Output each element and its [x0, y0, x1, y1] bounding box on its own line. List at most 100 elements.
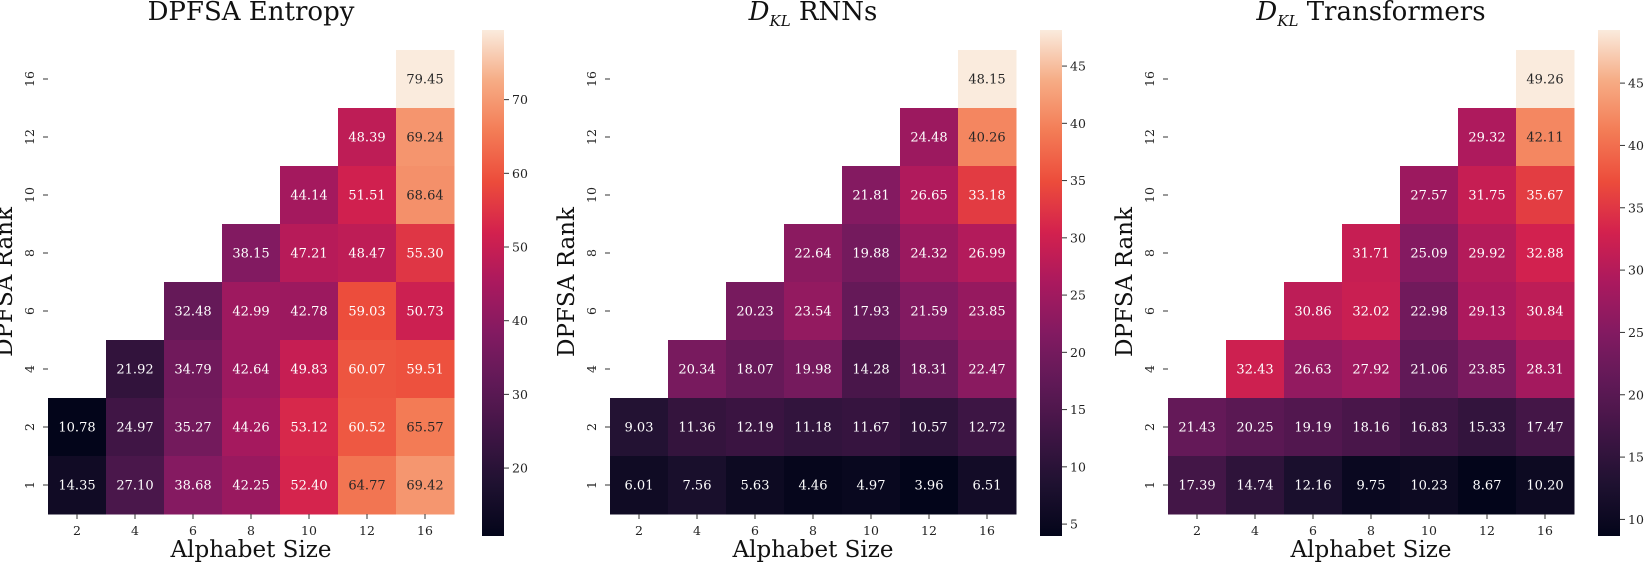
y-tick-label: 4	[1142, 365, 1157, 373]
cell-label: 10.20	[1526, 479, 1563, 494]
y-tick-label: 2	[584, 423, 599, 431]
heatmap-cell	[1284, 282, 1343, 341]
heatmap-cell	[396, 224, 455, 283]
heatmap-cell	[1284, 456, 1343, 515]
cell-label: 47.21	[290, 247, 327, 262]
colorbar-tick-label: 10	[1628, 512, 1644, 527]
cell-label: 32.02	[1352, 305, 1389, 320]
colorbar-tick-label: 30	[1070, 230, 1086, 245]
cell-label: 25.09	[1410, 247, 1447, 262]
heatmap-cell	[958, 340, 1017, 399]
title-subscript: KL	[769, 12, 791, 30]
cell-label: 60.52	[348, 421, 385, 436]
heatmap-cell	[280, 340, 339, 399]
heatmap-cell	[1516, 108, 1575, 167]
x-tick-label: 4	[1251, 523, 1259, 538]
cell-label: 21.06	[1410, 363, 1447, 378]
heatmap-cell	[668, 340, 727, 399]
heatmap-cell	[842, 398, 901, 457]
heatmap-cell	[900, 166, 959, 225]
cell-label: 6.51	[973, 479, 1002, 494]
y-tick-label: 1	[1142, 481, 1157, 489]
x-axis-label: Alphabet Size	[1290, 537, 1452, 563]
cell-label: 19.88	[852, 247, 889, 262]
y-tick-label: 12	[22, 129, 37, 145]
cell-label: 23.85	[1468, 363, 1505, 378]
heatmap-cell	[1516, 50, 1575, 109]
cell-label: 31.71	[1352, 247, 1389, 262]
cell-label: 35.27	[174, 421, 211, 436]
heatmap-panel-dpfsa-entropy: 79.45 48.39 69.24 44.14 51.51 68.64 38.15 47.21…	[0, 0, 528, 563]
x-axis-label: Alphabet Size	[732, 537, 894, 563]
x-tick-label: 16	[1537, 523, 1553, 538]
heatmap-cell	[280, 224, 339, 283]
cell-label: 44.26	[232, 421, 269, 436]
heatmap-cell	[1400, 166, 1459, 225]
y-tick-label: 1	[22, 481, 37, 489]
colorbar-tick-label: 25	[1628, 325, 1644, 340]
cell-label: 17.47	[1526, 421, 1563, 436]
colorbar-tick-label: 30	[512, 387, 528, 402]
heatmap-cell	[280, 456, 339, 515]
cell-label: 12.16	[1294, 479, 1331, 494]
heatmap-cell	[48, 456, 107, 515]
cell-label: 24.32	[910, 247, 947, 262]
cell-label: 27.57	[1410, 189, 1447, 204]
heatmap-cell	[1400, 340, 1459, 399]
x-tick-label: 8	[1367, 523, 1375, 538]
cell-label: 35.67	[1526, 189, 1563, 204]
heatmap-cell	[48, 398, 107, 457]
y-axis-label: DPFSA Rank	[554, 206, 580, 357]
heatmap-cell	[222, 282, 281, 341]
y-tick-label: 12	[584, 129, 599, 145]
cell-label: 60.07	[348, 363, 385, 378]
x-tick-label: 8	[247, 523, 255, 538]
x-tick-label: 2	[1193, 523, 1201, 538]
cell-label: 9.03	[625, 421, 654, 436]
x-tick-label: 6	[189, 523, 197, 538]
heatmap-cell	[900, 224, 959, 283]
cell-label: 42.64	[232, 363, 269, 378]
title-symbol: D	[748, 0, 770, 27]
title-symbol: D	[1255, 0, 1277, 27]
heatmap-cell	[280, 282, 339, 341]
heatmap-cell	[222, 456, 281, 515]
heatmap-cell	[842, 224, 901, 283]
heatmap-cell	[1458, 398, 1517, 457]
colorbar-tick-label: 15	[1070, 402, 1086, 417]
cell-label: 68.64	[406, 189, 443, 204]
heatmap-cell	[958, 456, 1017, 515]
heatmap-cell	[106, 398, 165, 457]
cell-label: 32.43	[1236, 363, 1273, 378]
x-tick-label: 6	[1309, 523, 1317, 538]
heatmap-panel-dkl-transformers: 49.26 29.32 42.11 27.57 31.75 35.67 31.71 25.09…	[1112, 0, 1644, 563]
x-tick-label: 16	[417, 523, 433, 538]
heatmap-cell	[958, 50, 1017, 109]
heatmap-cell	[338, 166, 397, 225]
heatmap-cell	[164, 456, 223, 515]
heatmap-cell	[222, 340, 281, 399]
cell-label: 4.97	[857, 479, 886, 494]
y-tick-label: 16	[1142, 71, 1157, 87]
x-tick-label: 2	[635, 523, 643, 538]
title-text: Transformers	[1298, 0, 1485, 27]
cell-label: 14.35	[58, 479, 95, 494]
heatmap-cell	[1516, 282, 1575, 341]
cell-label: 33.18	[968, 189, 1005, 204]
heatmap-cell	[338, 398, 397, 457]
heatmap-cell	[900, 340, 959, 399]
y-tick-label: 2	[22, 423, 37, 431]
heatmap-cell	[396, 166, 455, 225]
heatmap-cell	[1516, 166, 1575, 225]
heatmap-cell	[900, 398, 959, 457]
x-tick-label: 2	[73, 523, 81, 538]
y-tick-label: 4	[584, 365, 599, 373]
y-tick-label: 10	[584, 187, 599, 203]
cell-label: 30.86	[1294, 305, 1331, 320]
cell-label: 23.85	[968, 305, 1005, 320]
heatmap-cell	[1400, 282, 1459, 341]
y-tick-label: 4	[22, 365, 37, 373]
heatmap-cell	[1168, 398, 1227, 457]
cell-label: 55.30	[406, 247, 443, 262]
heatmap-cell	[164, 340, 223, 399]
